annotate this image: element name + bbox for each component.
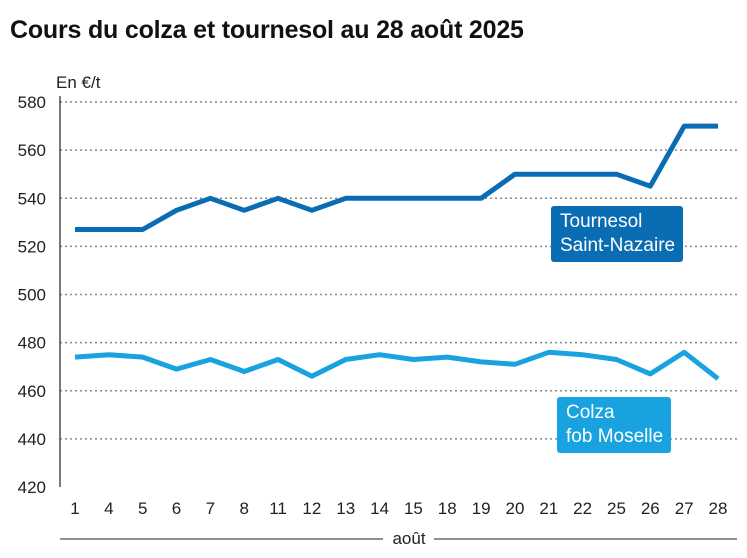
x-tick-label: 14 [370, 499, 389, 518]
x-tick-label: 15 [404, 499, 423, 518]
series-label-colza: Colza fob Moselle [557, 397, 672, 453]
series-label-line: Tournesol [560, 211, 643, 232]
y-tick-label: 440 [18, 430, 46, 449]
x-tick-label: 28 [709, 499, 728, 518]
series-layer [74, 123, 720, 381]
series-line-colza [74, 349, 720, 381]
gridlines [60, 101, 737, 440]
y-tick-label: 560 [18, 141, 46, 160]
x-tick-label: 12 [302, 499, 321, 518]
x-tick-label: 20 [505, 499, 524, 518]
series-label-line: Saint-Nazaire [560, 235, 676, 256]
x-tick-label: 6 [172, 499, 181, 518]
x-tick-label: 11 [269, 499, 287, 518]
series-label-tournesol: Tournesol Saint-Nazaire [551, 206, 684, 262]
x-axis-label: août [392, 529, 425, 548]
chart-title: Cours du colza et tournesol au 28 août 2… [10, 16, 524, 44]
x-tick-label: 13 [336, 499, 355, 518]
x-tick-label: 26 [641, 499, 660, 518]
y-unit-label: En €/t [56, 73, 101, 92]
y-axis-ticks: 420 440 460 480 500 520 540 560 580 [18, 93, 46, 497]
x-tick-label: 8 [239, 499, 248, 518]
x-tick-label: 19 [472, 499, 491, 518]
y-tick-label: 540 [18, 189, 46, 208]
x-tick-label: 7 [206, 499, 215, 518]
x-tick-label: 1 [70, 499, 79, 518]
y-tick-label: 460 [18, 382, 46, 401]
x-tick-label: 21 [539, 499, 558, 518]
x-tick-label: 18 [438, 499, 457, 518]
x-tick-label: 5 [138, 499, 147, 518]
y-tick-label: 480 [18, 334, 46, 353]
x-tick-label: 25 [607, 499, 626, 518]
x-tick-label: 27 [675, 499, 694, 518]
x-axis-ticks: 1 4 5 6 7 8 11 12 13 14 15 18 19 20 21 22 25 26 27 28 [70, 499, 727, 518]
y-tick-label: 520 [18, 237, 46, 256]
series-label-line: fob Moselle [566, 426, 664, 447]
x-tick-label: 22 [573, 499, 592, 518]
series-label-line: Colza [566, 402, 615, 423]
y-tick-label: 420 [18, 478, 46, 497]
series-line-tournesol [75, 123, 718, 232]
y-tick-label: 580 [18, 93, 46, 112]
x-tick-label: 4 [104, 499, 113, 518]
y-tick-label: 500 [18, 286, 46, 305]
